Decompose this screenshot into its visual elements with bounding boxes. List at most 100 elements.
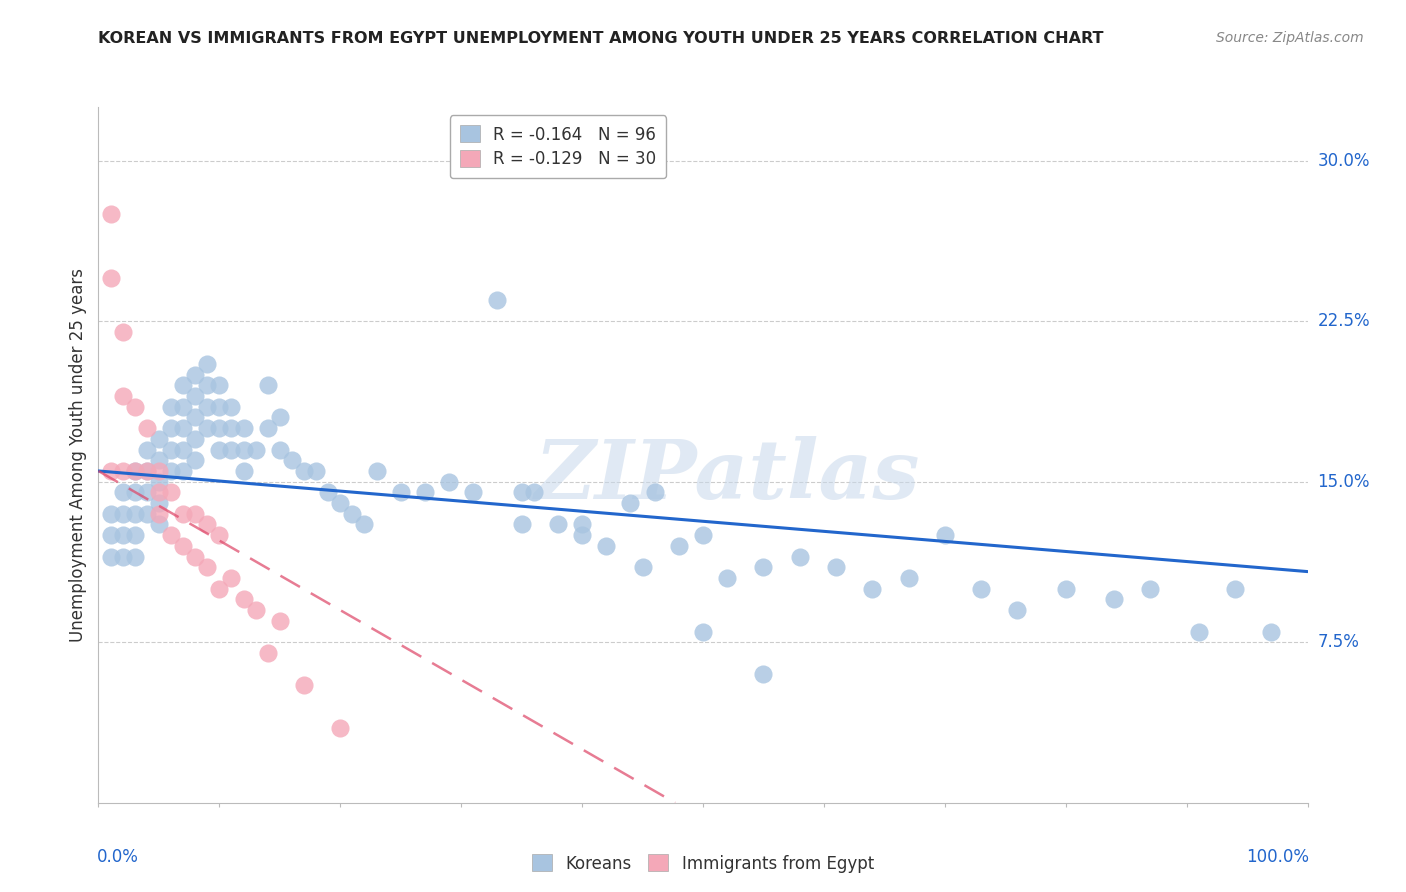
Point xyxy=(172,442,194,457)
Point xyxy=(256,378,278,392)
Point xyxy=(184,549,207,564)
Point xyxy=(184,389,207,403)
Point xyxy=(111,528,134,542)
Point xyxy=(184,410,207,425)
Point xyxy=(100,549,122,564)
Point xyxy=(172,421,194,435)
Point xyxy=(329,496,352,510)
Point xyxy=(208,582,231,596)
Point xyxy=(124,528,146,542)
Point xyxy=(195,400,218,414)
Point xyxy=(668,539,690,553)
Point xyxy=(970,582,993,596)
Point xyxy=(160,400,183,414)
Point xyxy=(934,528,956,542)
Point xyxy=(329,721,352,735)
Point xyxy=(184,453,207,467)
Point xyxy=(232,421,254,435)
Point xyxy=(160,464,183,478)
Point xyxy=(644,485,666,500)
Y-axis label: Unemployment Among Youth under 25 years: Unemployment Among Youth under 25 years xyxy=(69,268,87,642)
Point xyxy=(195,421,218,435)
Point xyxy=(135,464,157,478)
Text: Source: ZipAtlas.com: Source: ZipAtlas.com xyxy=(1216,31,1364,45)
Point xyxy=(135,421,157,435)
Point xyxy=(160,528,183,542)
Point xyxy=(172,400,194,414)
Point xyxy=(111,485,134,500)
Point xyxy=(463,485,485,500)
Point xyxy=(316,485,339,500)
Point xyxy=(281,453,304,467)
Point xyxy=(100,507,122,521)
Point xyxy=(100,207,122,221)
Point xyxy=(148,475,170,489)
Point xyxy=(789,549,811,564)
Point xyxy=(245,603,267,617)
Point xyxy=(184,507,207,521)
Point xyxy=(148,464,170,478)
Point xyxy=(1139,582,1161,596)
Point xyxy=(172,539,194,553)
Point xyxy=(825,560,848,574)
Point xyxy=(389,485,412,500)
Point xyxy=(523,485,546,500)
Point xyxy=(269,442,291,457)
Point xyxy=(692,528,714,542)
Point xyxy=(184,368,207,382)
Point xyxy=(716,571,738,585)
Point xyxy=(111,389,134,403)
Point xyxy=(232,442,254,457)
Point xyxy=(184,432,207,446)
Point xyxy=(124,464,146,478)
Point xyxy=(631,560,654,574)
Text: ZIPatlas: ZIPatlas xyxy=(534,436,920,516)
Text: 0.0%: 0.0% xyxy=(97,848,139,866)
Text: 7.5%: 7.5% xyxy=(1317,633,1360,651)
Point xyxy=(1260,624,1282,639)
Point xyxy=(148,507,170,521)
Point xyxy=(135,485,157,500)
Point xyxy=(221,442,243,457)
Point xyxy=(1102,592,1125,607)
Point xyxy=(305,464,328,478)
Point xyxy=(195,357,218,371)
Point xyxy=(195,517,218,532)
Text: KOREAN VS IMMIGRANTS FROM EGYPT UNEMPLOYMENT AMONG YOUTH UNDER 25 YEARS CORRELAT: KOREAN VS IMMIGRANTS FROM EGYPT UNEMPLOY… xyxy=(98,31,1104,46)
Point xyxy=(160,421,183,435)
Point xyxy=(897,571,920,585)
Point xyxy=(692,624,714,639)
Point xyxy=(221,421,243,435)
Point xyxy=(208,442,231,457)
Point xyxy=(752,667,775,681)
Point xyxy=(437,475,460,489)
Point xyxy=(221,400,243,414)
Point xyxy=(208,528,231,542)
Point xyxy=(366,464,388,478)
Legend: R = -0.164   N = 96, R = -0.129   N = 30: R = -0.164 N = 96, R = -0.129 N = 30 xyxy=(450,115,666,178)
Point xyxy=(148,453,170,467)
Point xyxy=(269,410,291,425)
Point xyxy=(595,539,617,553)
Point xyxy=(100,528,122,542)
Point xyxy=(619,496,641,510)
Point xyxy=(124,400,146,414)
Point xyxy=(148,485,170,500)
Text: 15.0%: 15.0% xyxy=(1317,473,1369,491)
Point xyxy=(160,485,183,500)
Point xyxy=(111,464,134,478)
Point xyxy=(148,496,170,510)
Point xyxy=(292,464,315,478)
Point xyxy=(148,432,170,446)
Point xyxy=(135,464,157,478)
Point xyxy=(256,646,278,660)
Point xyxy=(256,421,278,435)
Point xyxy=(124,464,146,478)
Point xyxy=(1223,582,1246,596)
Point xyxy=(292,678,315,692)
Point xyxy=(195,378,218,392)
Point xyxy=(208,378,231,392)
Point xyxy=(124,549,146,564)
Point xyxy=(100,464,122,478)
Point xyxy=(245,442,267,457)
